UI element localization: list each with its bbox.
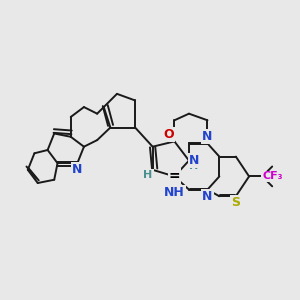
Text: N: N [189,154,199,167]
Text: N: N [202,190,213,202]
Text: O: O [164,128,174,141]
Text: CF₃: CF₃ [262,171,283,182]
Text: S: S [231,196,240,209]
Text: =: = [169,169,180,183]
Text: H: H [189,160,198,171]
Text: H: H [143,170,153,180]
Text: NH: NH [164,186,185,199]
Text: N: N [72,163,82,176]
Text: N: N [202,130,213,143]
